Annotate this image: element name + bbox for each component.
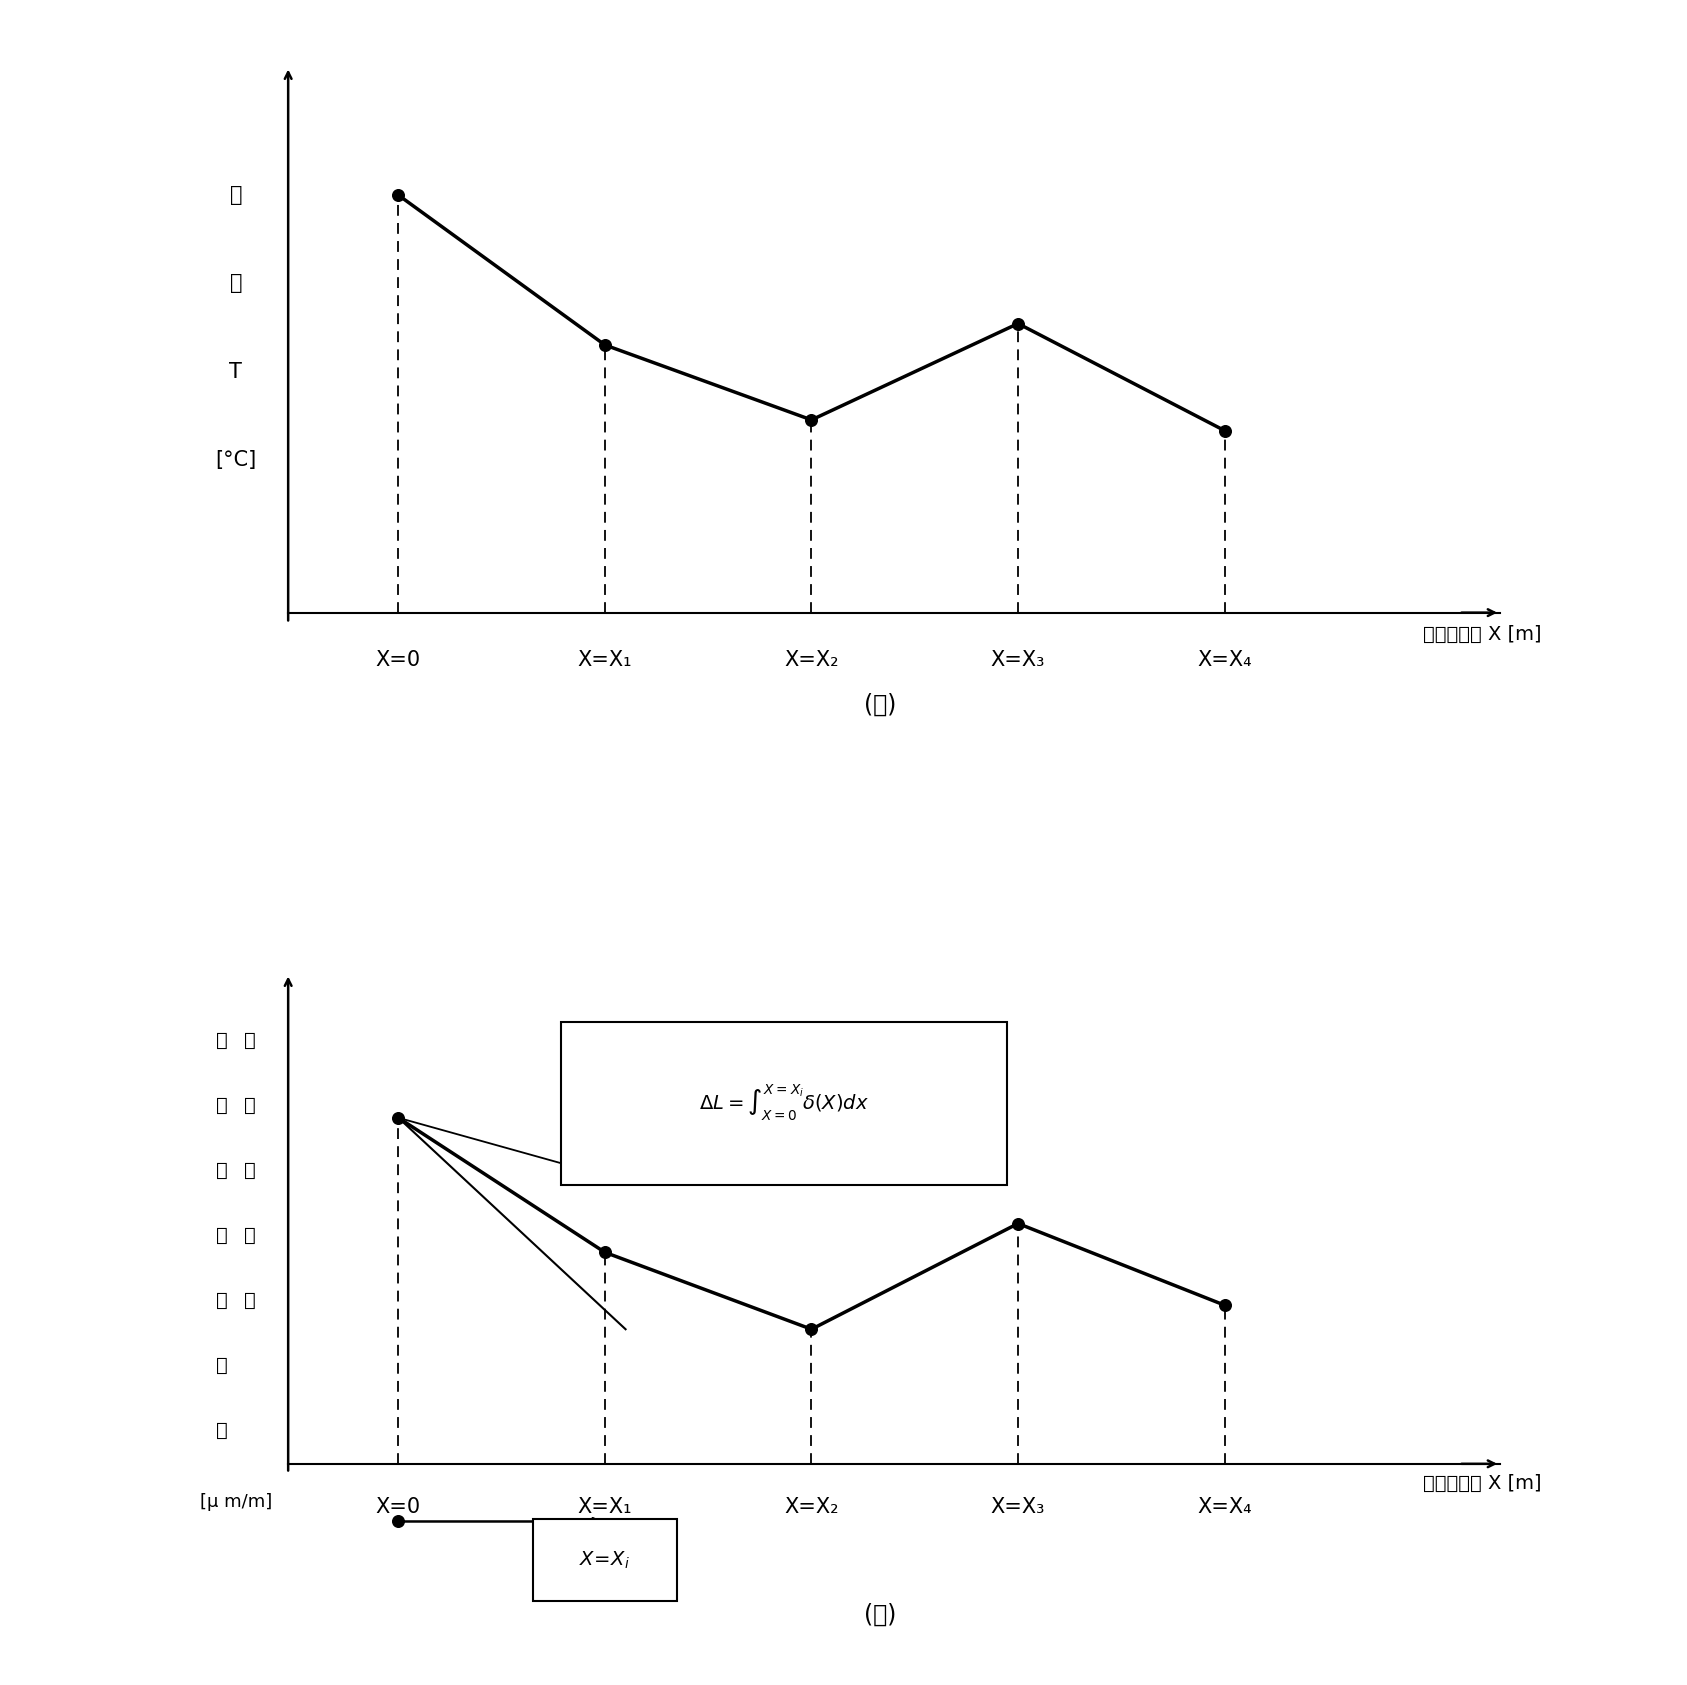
Text: X=X₄: X=X₄ [1198,650,1252,671]
Point [798,1316,825,1343]
Point [385,182,412,209]
Text: 量: 量 [216,1420,228,1439]
Text: T: T [229,362,243,382]
FancyBboxPatch shape [533,1520,676,1601]
Text: X=X₄: X=X₄ [1198,1498,1252,1518]
Text: 位: 位 [243,1097,255,1115]
Text: 热: 热 [216,1227,228,1245]
Text: 工作台位置 X [m]: 工作台位置 X [m] [1422,1473,1542,1493]
Text: X=X₁: X=X₁ [577,1498,633,1518]
Text: 工作台位置 X [m]: 工作台位置 X [m] [1422,625,1542,644]
Text: 移: 移 [216,1356,228,1375]
Point [592,1238,619,1265]
Text: X=X₃: X=X₃ [990,1498,1046,1518]
Text: X=X₃: X=X₃ [990,650,1046,671]
Text: 度: 度 [243,1227,255,1245]
Text: X=X₁: X=X₁ [577,650,633,671]
Text: 度: 度 [229,273,243,293]
Text: 作: 作 [216,1097,228,1115]
Point [385,1104,412,1131]
Text: $\Delta L =\int_{X=0}^{X=X_i}\delta(X)dx$: $\Delta L =\int_{X=0}^{X=X_i}\delta(X)dx… [698,1083,869,1124]
Point [385,1508,412,1535]
Text: (ｂ): (ｂ) [864,1602,896,1628]
Text: $X\!=\!X_i$: $X\!=\!X_i$ [579,1549,631,1570]
Text: 工: 工 [216,1031,228,1050]
Text: X=0: X=0 [376,650,420,671]
Point [1004,310,1031,337]
Point [798,406,825,433]
Text: (ａ): (ａ) [864,693,896,716]
Text: 温: 温 [229,185,243,206]
Text: 位: 位 [216,1291,228,1309]
Point [1211,1292,1238,1319]
Text: 长: 长 [243,1161,255,1180]
FancyBboxPatch shape [560,1021,1007,1185]
Text: X=X₂: X=X₂ [784,650,838,671]
Point [592,332,619,359]
Text: 台: 台 [216,1161,228,1180]
Text: X=0: X=0 [376,1498,420,1518]
Point [1004,1210,1031,1237]
Text: X=X₂: X=X₂ [784,1498,838,1518]
Text: [°C]: [°C] [216,450,256,470]
Text: [μ m/m]: [μ m/m] [199,1493,272,1511]
Text: 的: 的 [243,1291,255,1309]
Text: 单: 单 [243,1031,255,1050]
Point [1211,418,1238,445]
